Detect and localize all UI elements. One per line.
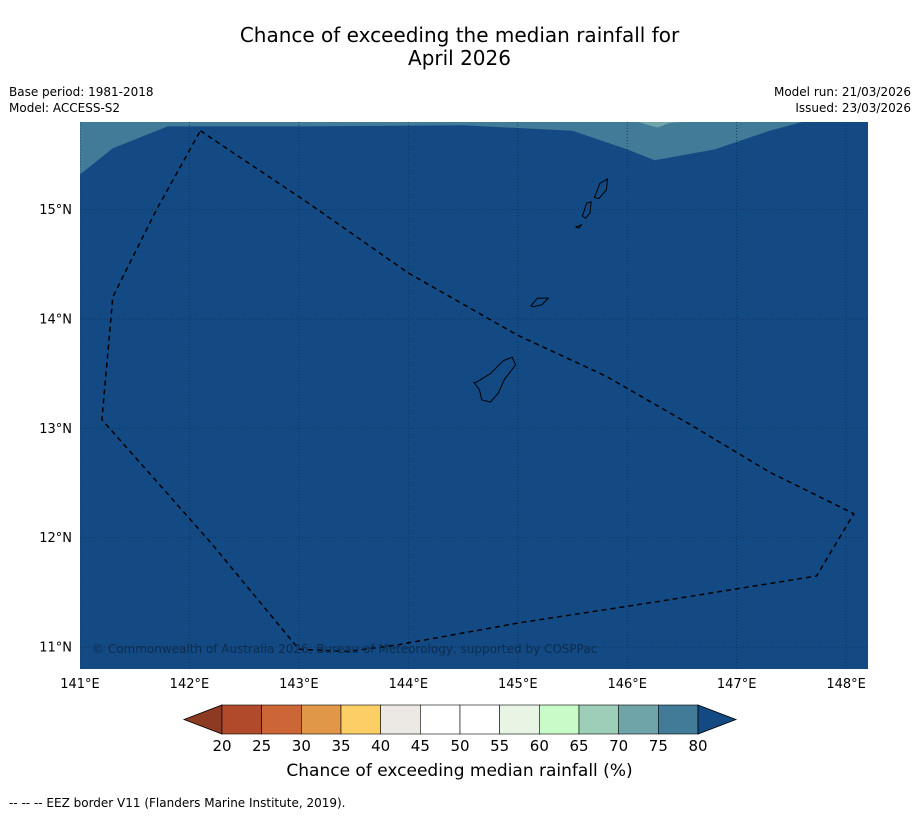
colorbar-tick-label: 55 bbox=[490, 737, 509, 755]
colorbar-swatch bbox=[618, 704, 659, 735]
model-text: Model: ACCESS-S2 bbox=[9, 101, 121, 115]
probability-band-75-80 bbox=[80, 122, 803, 175]
colorbar-swatch bbox=[539, 704, 580, 735]
colorbar-swatch bbox=[221, 704, 262, 735]
colorbar-tick-label: 45 bbox=[411, 737, 430, 755]
colorbar-swatch bbox=[340, 704, 381, 735]
colorbar-swatch bbox=[578, 704, 619, 735]
base-period-text: Base period: 1981-2018 bbox=[9, 85, 154, 99]
eez-border bbox=[101, 129, 855, 653]
island-saipan bbox=[593, 177, 609, 200]
longitude-tick-label: 144°E bbox=[389, 677, 429, 692]
island-guam bbox=[473, 356, 517, 403]
colorbar-tick-label: 75 bbox=[649, 737, 668, 755]
colorbar-swatch bbox=[261, 704, 302, 735]
longitude-tick-label: 141°E bbox=[60, 677, 100, 692]
forecast-map: © Commonwealth of Australia 2026, Bureau… bbox=[39, 122, 868, 692]
longitude-tick-label: 142°E bbox=[170, 677, 210, 692]
colorbar-swatch bbox=[658, 704, 699, 735]
island-aguijan bbox=[574, 223, 583, 229]
colorbar-swatch bbox=[459, 704, 500, 735]
colorbar-tick-label: 70 bbox=[609, 737, 628, 755]
latitude-tick-label: 14°N bbox=[39, 312, 72, 327]
longitude-tick-label: 146°E bbox=[607, 677, 647, 692]
colorbar-tick-label: 35 bbox=[331, 737, 350, 755]
longitude-labels: 141°E 142°E 143°E 144°E 145°E 146°E 147°E 148°E bbox=[60, 677, 866, 692]
latitude-tick-label: 12°N bbox=[39, 531, 72, 546]
colorbar-tick-label: 25 bbox=[252, 737, 271, 755]
latitude-tick-label: 11°N bbox=[39, 641, 72, 656]
colorbar-swatch bbox=[380, 704, 421, 735]
probability-band-70-75 bbox=[638, 122, 682, 128]
colorbar-tick-label: 65 bbox=[569, 737, 588, 755]
island-rota bbox=[530, 297, 550, 308]
copyright-text: © Commonwealth of Australia 2026, Bureau… bbox=[92, 642, 597, 656]
colorbar-tick-label: 40 bbox=[371, 737, 390, 755]
island-tinian bbox=[581, 201, 592, 219]
colorbar-label: Chance of exceeding median rainfall (%) bbox=[286, 761, 633, 781]
colorbar-swatch bbox=[420, 704, 461, 735]
map-title-line2: April 2026 bbox=[408, 46, 511, 70]
latitude-tick-label: 13°N bbox=[39, 422, 72, 437]
probability-field-80-plus bbox=[80, 122, 868, 669]
colorbar-over-arrow bbox=[697, 704, 738, 735]
colorbar-tick-label: 30 bbox=[292, 737, 311, 755]
model-run-text: Model run: 21/03/2026 bbox=[773, 85, 911, 99]
colorbar-tick-labels: 20 25 30 35 40 45 50 55 60 65 70 75 80 bbox=[212, 737, 707, 755]
map-title-line1: Chance of exceeding the median rainfall … bbox=[239, 23, 680, 47]
colorbar-under-arrow bbox=[182, 704, 223, 735]
colorbar-swatches bbox=[221, 704, 699, 735]
longitude-tick-label: 143°E bbox=[279, 677, 319, 692]
islands bbox=[473, 177, 609, 403]
longitude-tick-label: 148°E bbox=[826, 677, 866, 692]
colorbar-tick-label: 50 bbox=[450, 737, 469, 755]
longitude-tick-label: 145°E bbox=[498, 677, 538, 692]
graticule bbox=[80, 122, 868, 669]
colorbar-tick-label: 60 bbox=[530, 737, 549, 755]
colorbar-swatch bbox=[301, 704, 342, 735]
colorbar: 20 25 30 35 40 45 50 55 60 65 70 75 80 bbox=[182, 704, 738, 755]
colorbar-tick-label: 80 bbox=[688, 737, 707, 755]
colorbar-swatch bbox=[499, 704, 540, 735]
issued-text: Issued: 23/03/2026 bbox=[795, 101, 911, 115]
latitude-labels: 11°N 12°N 13°N 14°N 15°N bbox=[39, 203, 72, 656]
latitude-tick-label: 15°N bbox=[39, 203, 72, 218]
eez-footnote: -- -- -- EEZ border V11 (Flanders Marine… bbox=[9, 796, 346, 810]
colorbar-tick-label: 20 bbox=[212, 737, 231, 755]
longitude-tick-label: 147°E bbox=[717, 677, 757, 692]
